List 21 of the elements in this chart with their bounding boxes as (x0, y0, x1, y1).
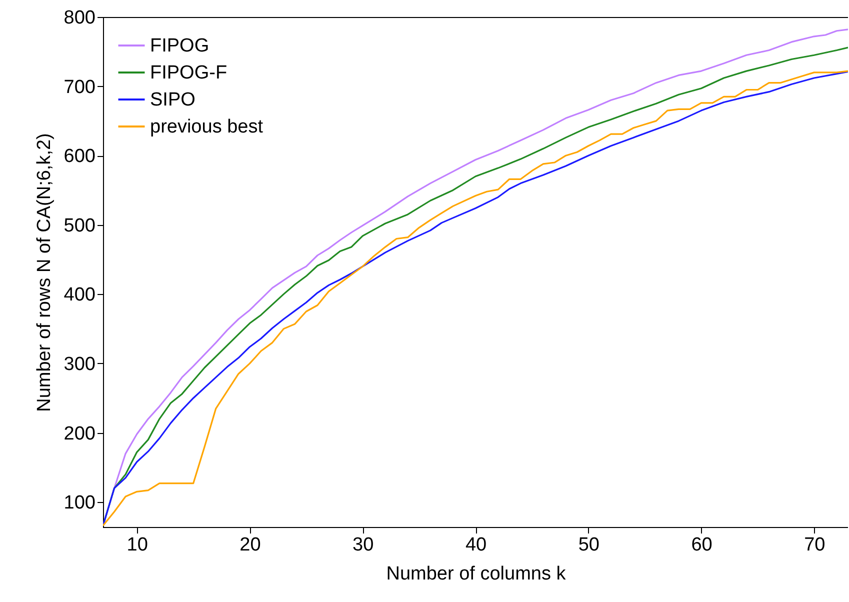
legend-label: FIPOG-F (150, 62, 228, 84)
y-tick-label: 500 (64, 215, 96, 236)
y-axis-title: Number of rows N of CA(N;6,k,2) (34, 133, 55, 412)
y-tick-label: 800 (64, 8, 96, 28)
legend-label: previous best (150, 116, 264, 138)
x-tick-label: 20 (240, 534, 261, 556)
x-tick-label: 50 (578, 534, 600, 556)
x-tick-label: 10 (126, 534, 148, 556)
legend-label: SIPO (150, 90, 196, 110)
y-tick-label: 100 (64, 492, 96, 514)
y-tick-label: 300 (64, 354, 96, 375)
y-tick-label: 400 (64, 284, 96, 306)
x-tick-label: 60 (691, 534, 712, 556)
legend-label: FIPOG (150, 36, 210, 56)
x-tick-label: 40 (465, 534, 487, 556)
y-tick-label: 600 (64, 146, 96, 168)
x-tick-label: 30 (352, 534, 374, 556)
x-axis-title: Number of columns k (386, 564, 566, 584)
y-tick-label: 700 (64, 76, 96, 98)
y-tick-label: 200 (64, 423, 96, 444)
x-tick-label: 70 (804, 534, 826, 556)
